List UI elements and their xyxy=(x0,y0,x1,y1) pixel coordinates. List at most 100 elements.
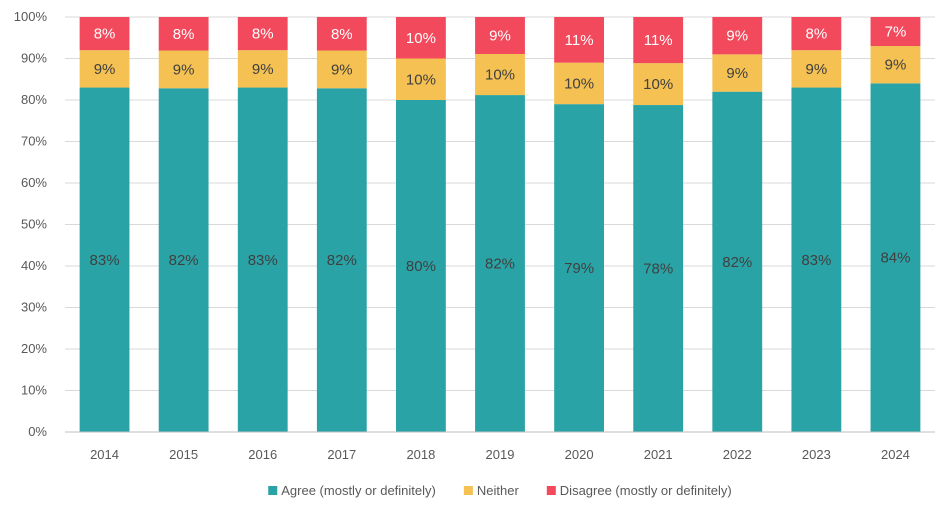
x-tick-label: 2020 xyxy=(565,447,594,462)
bar-segment xyxy=(712,17,763,55)
data-label: 8% xyxy=(252,26,274,43)
bar-segment xyxy=(158,88,209,432)
x-tick-label: 2021 xyxy=(644,447,673,462)
data-label: 8% xyxy=(94,26,116,43)
bar-segment xyxy=(870,17,921,47)
bar-segment xyxy=(475,53,525,96)
bar-segment xyxy=(79,50,130,88)
bar-segment xyxy=(633,105,684,432)
bar-segment xyxy=(316,17,367,51)
data-label: 10% xyxy=(406,71,436,88)
data-label: 8% xyxy=(331,26,353,43)
data-label: 9% xyxy=(885,57,907,74)
x-tick-label: 2014 xyxy=(90,447,119,462)
y-tick-label: 20% xyxy=(21,341,47,356)
bar-segment xyxy=(237,17,288,51)
bar-segment xyxy=(316,50,367,89)
data-label: 9% xyxy=(726,28,748,45)
legend-item: Agree (mostly or definitely) xyxy=(268,483,436,498)
y-tick-label: 100% xyxy=(14,9,48,24)
data-label: 79% xyxy=(564,260,594,277)
data-label: 78% xyxy=(643,261,673,278)
legend-swatch xyxy=(268,486,278,495)
bar-segment xyxy=(475,17,525,54)
x-tick-label: 2022 xyxy=(723,447,752,462)
bar-segment xyxy=(712,54,763,92)
y-tick-label: 80% xyxy=(21,92,47,107)
data-label: 9% xyxy=(726,65,748,82)
bar-segment xyxy=(554,62,605,105)
legend-label: Neither xyxy=(477,483,520,498)
data-label: 8% xyxy=(173,26,195,43)
y-axis: 0% 10% 20% 30% 40% 50% 60% 70% 80% 90% 100% xyxy=(14,9,48,439)
x-tick-label: 2018 xyxy=(406,447,435,462)
legend-swatch xyxy=(546,486,556,495)
bar-segment xyxy=(395,17,446,59)
bar-segment xyxy=(237,87,288,433)
bar-segment xyxy=(554,17,605,63)
bar-segment xyxy=(712,91,763,432)
data-label: 82% xyxy=(327,252,357,269)
bar-segment xyxy=(554,104,605,433)
data-label: 83% xyxy=(90,252,120,269)
legend-item: Neither xyxy=(463,483,520,498)
bar-segment xyxy=(633,63,684,106)
data-label: 11% xyxy=(644,32,673,49)
y-tick-label: 10% xyxy=(21,383,47,398)
x-tick-label: 2019 xyxy=(486,447,515,462)
data-label: 9% xyxy=(331,61,353,78)
data-label: 9% xyxy=(252,61,274,78)
data-label: 83% xyxy=(801,252,831,269)
bar-segment xyxy=(237,50,288,88)
bar-segment xyxy=(158,17,209,51)
bar-segment xyxy=(395,100,446,432)
bar-segment xyxy=(79,17,130,51)
data-label: 84% xyxy=(880,250,910,267)
data-label: 8% xyxy=(806,26,828,43)
data-label: 82% xyxy=(169,252,199,269)
data-label: 9% xyxy=(94,61,116,78)
data-label: 10% xyxy=(643,76,673,93)
data-label: 10% xyxy=(564,75,594,92)
bar-segment xyxy=(791,50,842,88)
data-label: 82% xyxy=(485,256,515,273)
data-label: 82% xyxy=(722,254,752,271)
y-tick-label: 50% xyxy=(21,217,47,232)
legend: Agree (mostly or definitely) Neither Disag… xyxy=(268,483,732,498)
legend-swatch xyxy=(463,486,473,495)
data-label: 9% xyxy=(173,61,195,78)
bar-segment xyxy=(79,87,130,433)
bar-segment xyxy=(870,46,921,84)
y-tick-label: 90% xyxy=(21,51,47,66)
data-label: 7% xyxy=(885,24,907,41)
y-tick-label: 30% xyxy=(21,300,47,315)
bar-segment xyxy=(395,58,446,100)
y-tick-label: 40% xyxy=(21,258,47,273)
data-label: 80% xyxy=(406,258,436,275)
x-tick-label: 2017 xyxy=(327,447,356,462)
x-tick-label: 2024 xyxy=(881,447,910,462)
bar-segment xyxy=(791,17,842,51)
bar-segment xyxy=(870,83,921,433)
y-tick-label: 0% xyxy=(28,424,47,439)
bar-segment xyxy=(316,88,367,432)
bar-segment xyxy=(791,87,842,433)
bar-segment xyxy=(633,17,684,64)
legend-label: Disagree (mostly or definitely) xyxy=(560,483,732,498)
x-tick-label: 2023 xyxy=(802,447,831,462)
y-tick-label: 70% xyxy=(21,134,47,149)
legend-label: Agree (mostly or definitely) xyxy=(281,483,436,498)
x-tick-label: 2015 xyxy=(169,447,198,462)
bar-segment xyxy=(475,95,525,432)
legend-item: Disagree (mostly or definitely) xyxy=(546,483,732,498)
x-axis: 2014 2015 2016 2017 2018 2019 2020 2021 2022 2023… xyxy=(65,431,935,462)
x-tick-label: 2016 xyxy=(248,447,277,462)
data-label: 11% xyxy=(565,32,594,49)
data-label: 9% xyxy=(806,61,828,78)
data-label: 83% xyxy=(248,252,278,269)
data-label: 10% xyxy=(406,30,436,47)
data-label: 10% xyxy=(485,67,515,84)
bars: 83% 9% 8% 82% 9% 8% 83% 9% 8% 82% 9% 8% 80% 10% 10% 82%… xyxy=(79,17,921,433)
y-tick-label: 60% xyxy=(21,175,47,190)
